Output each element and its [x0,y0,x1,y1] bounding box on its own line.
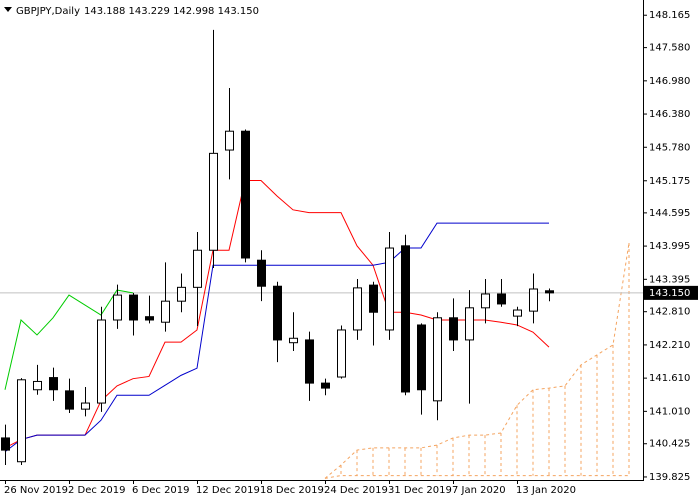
candle-body [433,317,442,402]
candle-body [481,293,490,309]
x-tick-label: 2 Dec 2019 [68,485,126,496]
indicator-line [4,179,550,449]
y-tick-label: 142.810 [649,307,690,318]
candle-body [449,317,458,341]
current-price-box [644,285,698,300]
candle-body [81,402,90,410]
x-tick-label: 13 Jan 2020 [516,485,576,496]
candle-body [465,307,474,341]
y-tick-label: 145.175 [649,176,690,187]
indicator-line [4,289,134,390]
candle-body [49,377,58,391]
candle-body [385,247,394,331]
x-tick-label: 18 Dec 2019 [260,485,324,496]
x-tick-label: 31 Dec 2019 [388,485,452,496]
candle-body [241,130,250,259]
y-tick-label: 143.995 [649,241,690,252]
candle-body [257,259,266,287]
candle-body [369,284,378,313]
y-tick-label: 141.010 [649,406,690,417]
candle-body [193,249,202,288]
x-tick-label: 7 Jan 2020 [452,485,506,496]
candle-body [513,309,522,317]
candle-body [129,294,138,321]
symbol-title: GBPJPY,Daily [16,6,80,17]
y-tick-label: 143.395 [649,274,690,285]
x-tick-label: 12 Dec 2019 [196,485,260,496]
indicator-line [4,222,549,453]
y-tick-label: 146.980 [649,76,690,87]
candle-body [353,287,362,331]
x-tick-label: 6 Dec 2019 [132,485,190,496]
y-tick-label: 145.780 [649,142,690,153]
candle-body [321,382,330,389]
y-tick-label: 146.380 [649,109,690,120]
y-tick-label: 147.580 [649,43,690,54]
y-tick-label: 139.825 [649,472,690,483]
candle-body [209,152,218,251]
candle-body [113,294,122,321]
y-tick-label: 148.165 [649,10,690,21]
x-tick-label: 26 Nov 2019 [4,485,68,496]
candle-body [497,293,506,305]
candle-body [529,288,538,312]
x-tick-label: 24 Dec 2019 [324,485,388,496]
candle-body [97,319,106,404]
candle-body [545,290,554,294]
candle-body [161,300,170,323]
current-price-label: 143.150 [649,288,690,299]
candle-body [177,286,186,302]
menu-arrow[interactable] [4,7,12,12]
y-tick-label: 141.610 [649,373,690,384]
senkou-span-b [324,475,629,479]
candle-body [65,390,74,410]
candle-body [17,379,26,463]
candle-body [225,130,234,151]
candle-body [273,285,282,341]
senkou-span-a [324,242,630,479]
candle-body [417,324,426,391]
candle-body [33,380,42,391]
candle-body [1,437,10,451]
y-tick-label: 142.210 [649,340,690,351]
candle-body [289,337,298,344]
candle-body [337,329,346,378]
y-tick-label: 144.595 [649,208,690,219]
candle-body [305,339,314,384]
candle-body [401,245,410,393]
ohlc-header: 143.188 143.229 142.998 143.150 [84,6,259,17]
candle-body [145,316,154,321]
y-tick-label: 140.425 [649,439,690,450]
